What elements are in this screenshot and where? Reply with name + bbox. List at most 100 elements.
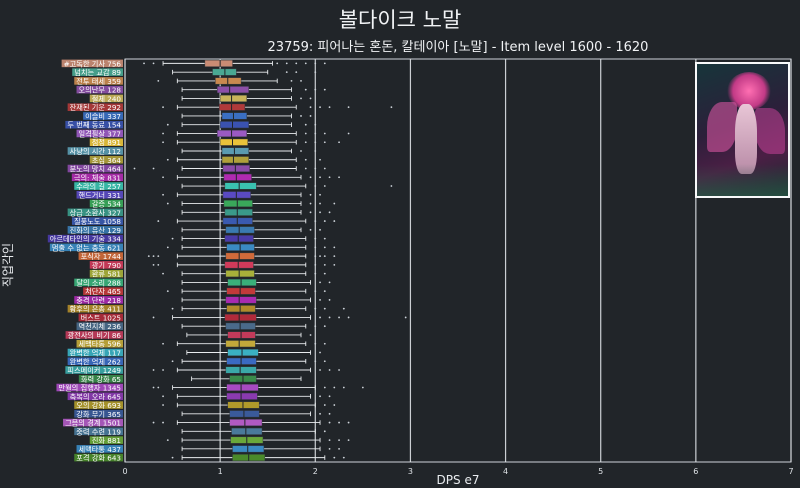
outlier-point	[309, 106, 312, 109]
x-tick-label: 1	[218, 467, 223, 476]
outlier-point	[323, 307, 326, 310]
outlier-point	[323, 167, 326, 170]
outlier-point	[309, 193, 312, 196]
outlier-point	[304, 123, 307, 126]
outlier-point	[319, 281, 321, 284]
outlier-point	[162, 141, 164, 144]
outlier-point	[323, 237, 326, 240]
box-iqr	[227, 349, 259, 356]
category-label-bg	[76, 322, 123, 330]
outlier-point	[152, 263, 155, 266]
category-label-bg	[89, 269, 123, 278]
outlier-point	[171, 456, 174, 459]
outlier-point	[157, 255, 160, 258]
outlier-point	[157, 220, 160, 222]
outlier-point	[328, 412, 331, 415]
x-axis-label: DPS e7	[437, 473, 480, 487]
box-iqr	[225, 366, 257, 374]
boxplot-item	[162, 392, 331, 400]
box-iqr	[226, 287, 256, 295]
box-iqr	[223, 173, 252, 181]
box-iqr	[221, 112, 247, 120]
outlier-point	[323, 132, 326, 135]
outlier-point	[314, 237, 317, 240]
outlier-point	[152, 421, 155, 424]
outlier-point	[361, 386, 364, 389]
category-label-text: 이슬비 337	[85, 112, 121, 121]
category-label-bg	[67, 304, 123, 313]
outlier-point	[319, 106, 321, 109]
outlier-point	[314, 325, 317, 328]
outlier-point	[152, 62, 155, 65]
outlier-point	[338, 421, 340, 424]
category-label-bg	[89, 138, 123, 147]
boxplot-item	[143, 59, 326, 67]
box-iqr	[219, 138, 248, 146]
boxplot-item	[181, 112, 312, 120]
boxplot-item	[181, 94, 312, 102]
outlier-point	[300, 150, 302, 152]
outlier-point	[347, 316, 350, 319]
outlier-point	[323, 404, 326, 406]
outlier-point	[328, 369, 331, 371]
category-label-bg	[78, 252, 123, 260]
box-iqr	[222, 165, 250, 172]
category-label-text: 점정 891	[92, 138, 121, 147]
outlier-point	[342, 456, 345, 459]
category-label-text: 두 번째 동료 154	[67, 121, 121, 130]
boxplot-item	[157, 77, 302, 85]
outlier-point	[328, 439, 331, 441]
category-label-bg	[67, 147, 123, 155]
outlier-point	[147, 255, 150, 258]
category-label: 절제 240	[89, 94, 123, 103]
outlier-point	[162, 272, 164, 275]
outlier-point	[333, 404, 336, 406]
category-label-bg	[65, 366, 123, 374]
category-label: 질풍노도 1058	[71, 217, 123, 226]
outlier-point	[338, 141, 340, 144]
category-label-bg	[78, 313, 123, 322]
box-iqr	[226, 392, 258, 400]
outlier-point	[328, 421, 331, 424]
outlier-point	[314, 88, 317, 91]
boss-petal-right	[755, 108, 785, 154]
category-label: 넘치는 교감 89	[72, 68, 123, 77]
category-label: 극의: 체술 831	[71, 173, 123, 182]
boxplot-item	[181, 208, 331, 216]
box-iqr	[224, 314, 257, 321]
category-label-text: 버스트 1025	[81, 313, 121, 322]
outlier-point	[171, 360, 174, 363]
boxplot-item	[171, 454, 345, 462]
chart-title: 볼다이크 노말	[338, 8, 462, 32]
category-label: 멈출 수 없는 충동 621	[49, 243, 123, 252]
grid-lines	[124, 58, 792, 463]
outlier-point	[342, 386, 345, 389]
outlier-point	[319, 228, 321, 231]
outlier-point	[309, 176, 312, 179]
category-label-bg	[67, 357, 123, 366]
outlier-point	[328, 299, 331, 301]
category-label: 중력 수련 119	[74, 427, 123, 436]
box-iqr	[225, 340, 256, 348]
category-label: 일격필살 377	[76, 129, 123, 138]
boxplot-item	[162, 191, 321, 199]
boxplot-item	[162, 173, 340, 181]
outlier-point	[152, 369, 155, 371]
outlier-point	[276, 62, 279, 65]
box-iqr	[225, 296, 257, 304]
category-label-bg	[74, 77, 123, 85]
category-label-text: 진화의 유산 129	[70, 226, 122, 235]
box-iqr	[229, 419, 263, 427]
category-label: 상급 소환사 327	[67, 208, 123, 217]
boxplot-item	[157, 217, 336, 225]
outlier-point	[314, 263, 317, 266]
category-label-bg	[76, 445, 123, 453]
category-label-text: 넘치는 교감 89	[74, 68, 121, 77]
outlier-point	[314, 307, 317, 310]
boxplot-item	[181, 147, 317, 155]
category-label-text: 역천지체 236	[79, 322, 122, 331]
boxplot-item	[181, 296, 331, 304]
boxplot-item	[166, 436, 350, 444]
boxplot-item	[162, 270, 326, 278]
category-label-text: 아르데타인의 기술 334	[50, 235, 122, 244]
